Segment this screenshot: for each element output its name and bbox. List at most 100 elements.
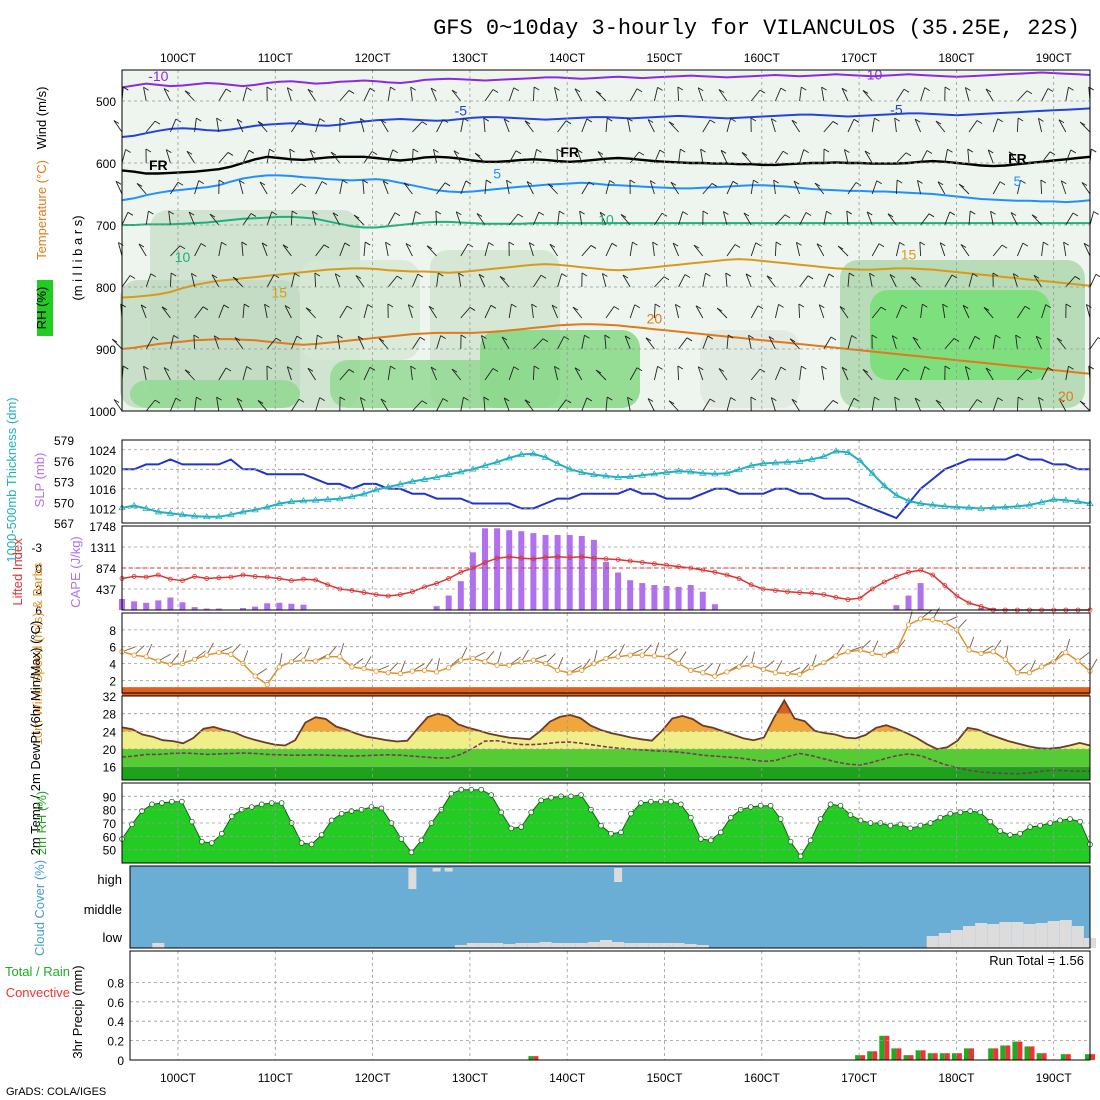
wind-barb — [944, 365, 951, 370]
wind-barb — [960, 244, 970, 257]
wind-barb — [895, 242, 900, 257]
wind-barb — [818, 304, 825, 319]
wind-barb — [766, 275, 773, 280]
lifted-marker — [615, 557, 621, 562]
wind-barb — [725, 272, 732, 277]
wind-barb — [232, 276, 239, 281]
wind-barb — [170, 182, 179, 195]
wind-barb — [1047, 367, 1054, 371]
rh-marker — [777, 816, 784, 822]
thickness-marker — [336, 495, 344, 502]
wind-barb — [412, 400, 423, 412]
wind-barb — [668, 400, 675, 405]
cloud-low-block — [454, 945, 467, 948]
wind-barb — [745, 273, 752, 288]
precip-total-bar — [939, 1053, 945, 1060]
wind-speed-line — [121, 618, 1091, 686]
wind-barb — [428, 305, 435, 310]
thickness-marker — [602, 472, 610, 479]
wind-barb — [334, 273, 341, 288]
top-tick-label: 140CT — [549, 51, 586, 65]
thickness-marker — [650, 470, 659, 477]
rh-ytick: 70 — [103, 817, 117, 831]
cape-bar — [482, 528, 488, 610]
wind-barb — [484, 89, 494, 102]
wind-barb — [344, 242, 351, 247]
wind-barb — [111, 338, 123, 350]
wind-barb — [726, 335, 729, 350]
wind-marker — [143, 654, 149, 660]
wind-barb — [287, 87, 293, 91]
precip-total-bar — [915, 1050, 921, 1060]
wind-barb — [968, 211, 971, 226]
wind-barb — [1086, 304, 1092, 308]
precip-total-bar — [1024, 1046, 1030, 1060]
wind-barb — [695, 305, 702, 310]
lifted-line — [121, 556, 1090, 611]
wind-marker — [167, 661, 173, 667]
wind-barb — [532, 211, 540, 226]
wind-barb — [1081, 182, 1091, 195]
lifted-marker — [700, 567, 706, 573]
wind-barb — [1083, 242, 1090, 247]
wind-barb — [1016, 396, 1019, 412]
wind-barb — [474, 152, 481, 157]
wind-barb — [266, 274, 275, 288]
wind-barb — [221, 241, 227, 246]
rh-marker — [897, 821, 904, 828]
wind-barb — [647, 119, 654, 123]
wind-barb — [168, 211, 171, 226]
wind-barb — [410, 366, 413, 381]
wind-barb — [581, 181, 590, 195]
wind-barb — [170, 272, 177, 277]
rh-marker — [278, 800, 285, 806]
wind-barb — [296, 335, 303, 340]
wind-barb — [771, 397, 777, 401]
wind-barb — [1065, 87, 1069, 102]
rh-shading — [330, 360, 520, 408]
thickness-marker — [1025, 501, 1034, 508]
wind-marker — [397, 671, 403, 677]
wind-barb — [830, 336, 837, 341]
wind-marker — [567, 670, 573, 676]
cloud-low-block — [575, 943, 588, 948]
lifted-marker — [458, 569, 464, 575]
wind-barb — [896, 152, 907, 164]
wind-barb — [823, 148, 830, 153]
wind-barb — [173, 334, 179, 339]
wind-barb — [309, 149, 316, 154]
wind-barb — [878, 243, 885, 248]
wind-barb — [554, 87, 559, 102]
rh-marker — [218, 830, 225, 837]
wind-barb — [847, 182, 857, 195]
precip-conv-bar — [1017, 1041, 1023, 1060]
wind-barb — [355, 275, 362, 279]
wind-barb — [995, 334, 1001, 339]
wind-ytick: 6 — [109, 641, 116, 655]
wind-barb — [1016, 180, 1021, 195]
wind-barb — [780, 366, 787, 371]
precip-conv-bar — [860, 1055, 866, 1060]
wind-barb — [421, 121, 428, 126]
wind-barb — [234, 337, 244, 350]
wind-barb — [647, 398, 655, 412]
bottom-tick-label: 170CT — [841, 1071, 878, 1085]
thickness-marker — [904, 497, 913, 504]
wind-barb — [940, 242, 946, 247]
thickness-marker — [130, 501, 138, 509]
cloud-low-block — [636, 943, 649, 948]
wind-marker — [627, 652, 633, 658]
wind-barb — [627, 397, 631, 412]
wind-barb — [411, 273, 419, 288]
wind-barb — [586, 118, 593, 123]
upper-air-ytick: 800 — [96, 281, 116, 295]
wind-barb — [1022, 242, 1029, 247]
rh-marker — [528, 809, 534, 816]
wind-barb — [188, 211, 196, 226]
wind-marker — [373, 668, 379, 674]
wind-barb — [976, 399, 983, 403]
wind-barb — [741, 152, 748, 156]
precip-total-bar — [988, 1048, 994, 1060]
bottom-tick-label: 180CT — [938, 1071, 975, 1085]
thickness-marker — [529, 450, 538, 457]
